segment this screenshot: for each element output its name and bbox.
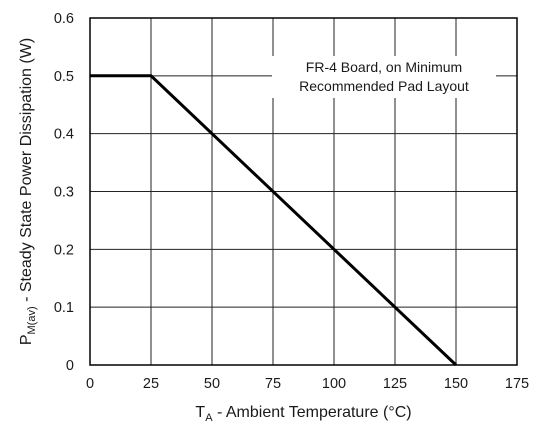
y-tick-label: 0.5: [54, 69, 74, 85]
y-tick-label: 0.3: [54, 185, 74, 201]
y-tick-label: 0.2: [54, 242, 74, 258]
annotation: FR-4 Board, on Minimum Recommended Pad L…: [272, 56, 496, 98]
y-axis-title: PM(av) - Steady State Power Dissipation …: [18, 38, 38, 345]
x-axis-title-main: T: [195, 404, 205, 421]
y-axis-title-subscript: M(av): [26, 306, 38, 334]
x-tick-label: 75: [265, 376, 281, 392]
x-tick-labels: 0 25 50 75 100 125 150 175: [86, 376, 529, 392]
x-axis-title-subscript: A: [205, 412, 213, 424]
y-tick-label: 0.1: [54, 300, 74, 316]
x-tick-label: 0: [86, 376, 94, 392]
series-line: [90, 74, 458, 367]
y-tick-label: 0.4: [54, 127, 74, 143]
x-tick-label: 150: [444, 376, 468, 392]
x-axis-title: TA - Ambient Temperature (°C): [195, 404, 411, 424]
annotation-line-1: FR-4 Board, on Minimum: [306, 59, 462, 75]
y-tick-label: 0: [66, 358, 74, 374]
annotation-background: [272, 56, 496, 98]
x-tick-label: 175: [505, 376, 529, 392]
y-tick-label: 0.6: [54, 11, 74, 27]
x-tick-label: 50: [204, 376, 220, 392]
x-axis-title-rest: - Ambient Temperature (°C): [213, 404, 412, 421]
x-tick-label: 100: [322, 376, 346, 392]
annotation-line-2: Recommended Pad Layout: [299, 78, 469, 94]
y-axis-title-main: P: [18, 334, 35, 345]
y-axis-title-rest: - Steady State Power Dissipation (W): [18, 38, 35, 307]
plot-area: [89, 17, 518, 366]
x-tick-label: 125: [383, 376, 407, 392]
series-layer: [90, 74, 458, 367]
x-tick-label: 25: [143, 376, 159, 392]
y-tick-labels: 0 0.1 0.2 0.3 0.4 0.5 0.6: [54, 11, 74, 374]
